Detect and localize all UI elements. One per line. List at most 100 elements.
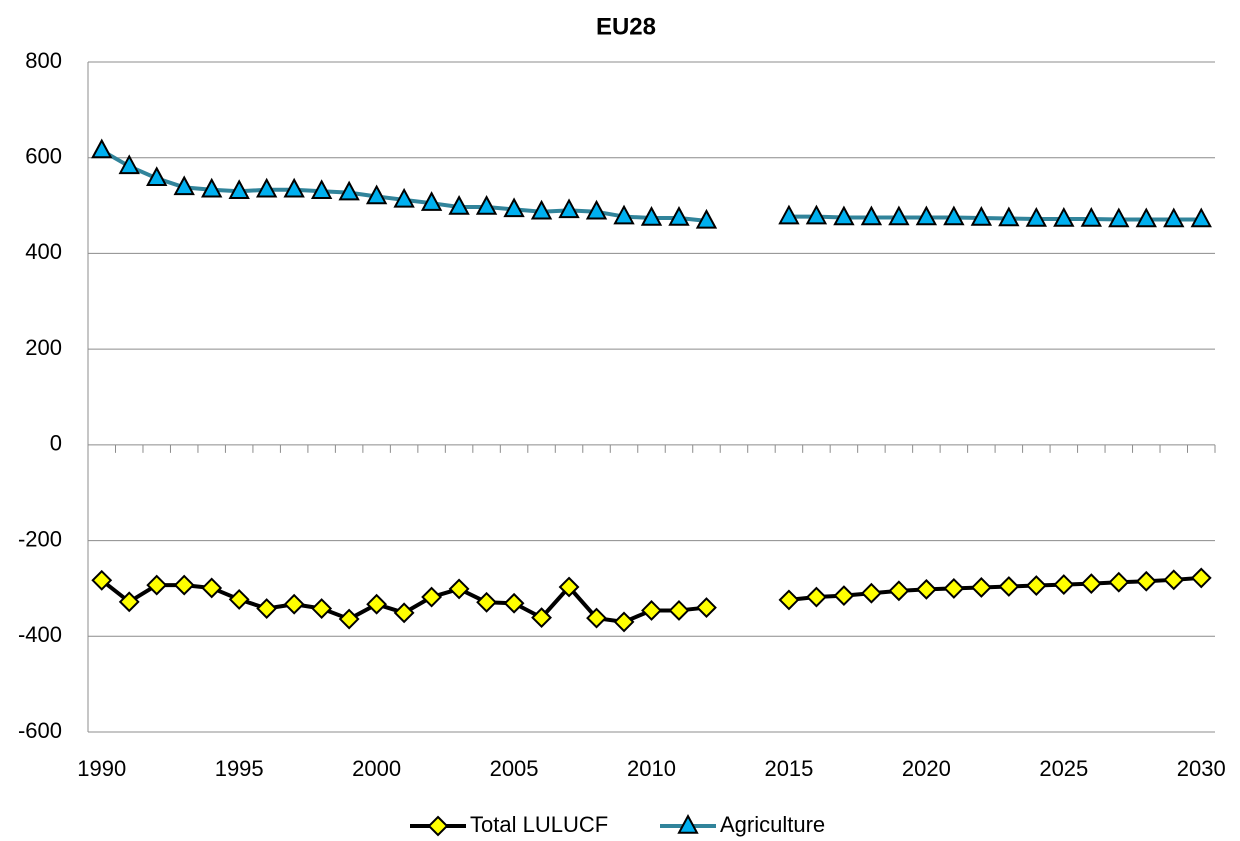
data-point — [641, 600, 662, 621]
data-point — [530, 199, 553, 220]
data-point — [366, 593, 388, 615]
y-tick-label: 600 — [25, 144, 62, 169]
data-point — [915, 578, 937, 600]
data-point — [1108, 207, 1130, 228]
data-point — [338, 608, 360, 630]
x-tick-label: 1995 — [215, 756, 264, 781]
data-point — [970, 577, 992, 598]
data-point — [833, 205, 855, 226]
legend-label: Total LULUCF — [470, 812, 608, 837]
data-point — [531, 607, 552, 629]
data-point — [448, 195, 470, 215]
data-point — [1080, 206, 1102, 227]
data-point — [613, 204, 635, 225]
data-point — [311, 598, 333, 619]
data-point — [1025, 206, 1048, 227]
data-point — [640, 206, 663, 226]
data-point — [888, 205, 910, 226]
data-point — [1053, 574, 1075, 596]
data-point — [1135, 207, 1157, 228]
x-tick-label: 2010 — [627, 756, 676, 781]
data-point — [118, 591, 140, 613]
chart-title: EU28 — [596, 13, 656, 40]
data-point — [1108, 571, 1130, 593]
x-tick-label: 2025 — [1039, 756, 1088, 781]
data-point — [915, 205, 938, 226]
data-point — [503, 592, 525, 614]
data-point — [146, 166, 168, 187]
data-point — [448, 578, 470, 600]
legend-marker — [677, 813, 699, 834]
data-point — [1080, 573, 1102, 595]
data-point — [805, 204, 828, 225]
data-point — [696, 597, 717, 618]
data-point — [613, 611, 635, 633]
legend-marker — [427, 815, 449, 837]
data-point — [228, 179, 250, 199]
data-point — [668, 600, 690, 621]
data-point — [91, 569, 113, 591]
data-point — [943, 205, 965, 226]
data-point — [393, 187, 415, 208]
data-point — [558, 576, 580, 598]
data-point — [503, 197, 525, 218]
data-point — [393, 602, 415, 624]
data-point — [283, 593, 305, 615]
x-tick-label: 2020 — [902, 756, 951, 781]
data-point — [806, 586, 827, 608]
data-point — [338, 180, 360, 201]
y-tick-label: 800 — [25, 48, 62, 73]
y-tick-label: 200 — [25, 335, 62, 360]
data-point — [585, 199, 608, 220]
data-point — [228, 589, 250, 610]
data-point — [1163, 207, 1185, 228]
data-point — [283, 177, 305, 198]
x-tick-label: 2005 — [490, 756, 539, 781]
data-point — [888, 580, 910, 602]
data-point — [475, 195, 498, 215]
x-tick-label: 2000 — [352, 756, 401, 781]
data-point — [833, 585, 855, 607]
data-point — [1053, 206, 1075, 227]
data-point — [201, 577, 223, 599]
legend-label: Agriculture — [720, 812, 825, 837]
data-point — [256, 598, 278, 619]
data-point — [421, 586, 443, 608]
data-point — [173, 574, 195, 596]
data-point — [860, 582, 882, 604]
data-point — [201, 177, 223, 198]
y-tick-label: 0 — [50, 431, 62, 456]
data-point — [118, 154, 140, 175]
data-point — [476, 591, 497, 613]
data-point — [1190, 207, 1212, 228]
data-point — [860, 205, 883, 226]
data-point — [255, 177, 278, 198]
data-point — [1190, 567, 1212, 589]
data-point — [558, 198, 580, 219]
data-point — [943, 578, 965, 599]
data-point — [146, 574, 168, 596]
y-tick-label: 400 — [25, 239, 62, 264]
data-point — [173, 175, 195, 196]
data-point — [420, 191, 443, 211]
y-tick-label: -200 — [18, 526, 62, 551]
y-tick-label: -400 — [18, 622, 62, 647]
data-point — [365, 184, 388, 205]
data-point — [1025, 575, 1047, 596]
x-tick-label: 1990 — [77, 756, 126, 781]
y-tick-label: -600 — [18, 718, 62, 743]
data-point — [778, 589, 800, 611]
data-point — [1135, 570, 1157, 592]
data-point — [91, 138, 113, 159]
x-tick-label: 2030 — [1177, 756, 1226, 781]
data-point — [695, 208, 718, 229]
data-point — [998, 206, 1020, 227]
data-point — [310, 179, 333, 199]
data-point — [586, 607, 607, 629]
x-tick-label: 2015 — [764, 756, 813, 781]
data-point — [970, 206, 993, 226]
data-point — [668, 206, 690, 226]
data-point — [998, 576, 1020, 597]
data-point — [778, 204, 800, 225]
